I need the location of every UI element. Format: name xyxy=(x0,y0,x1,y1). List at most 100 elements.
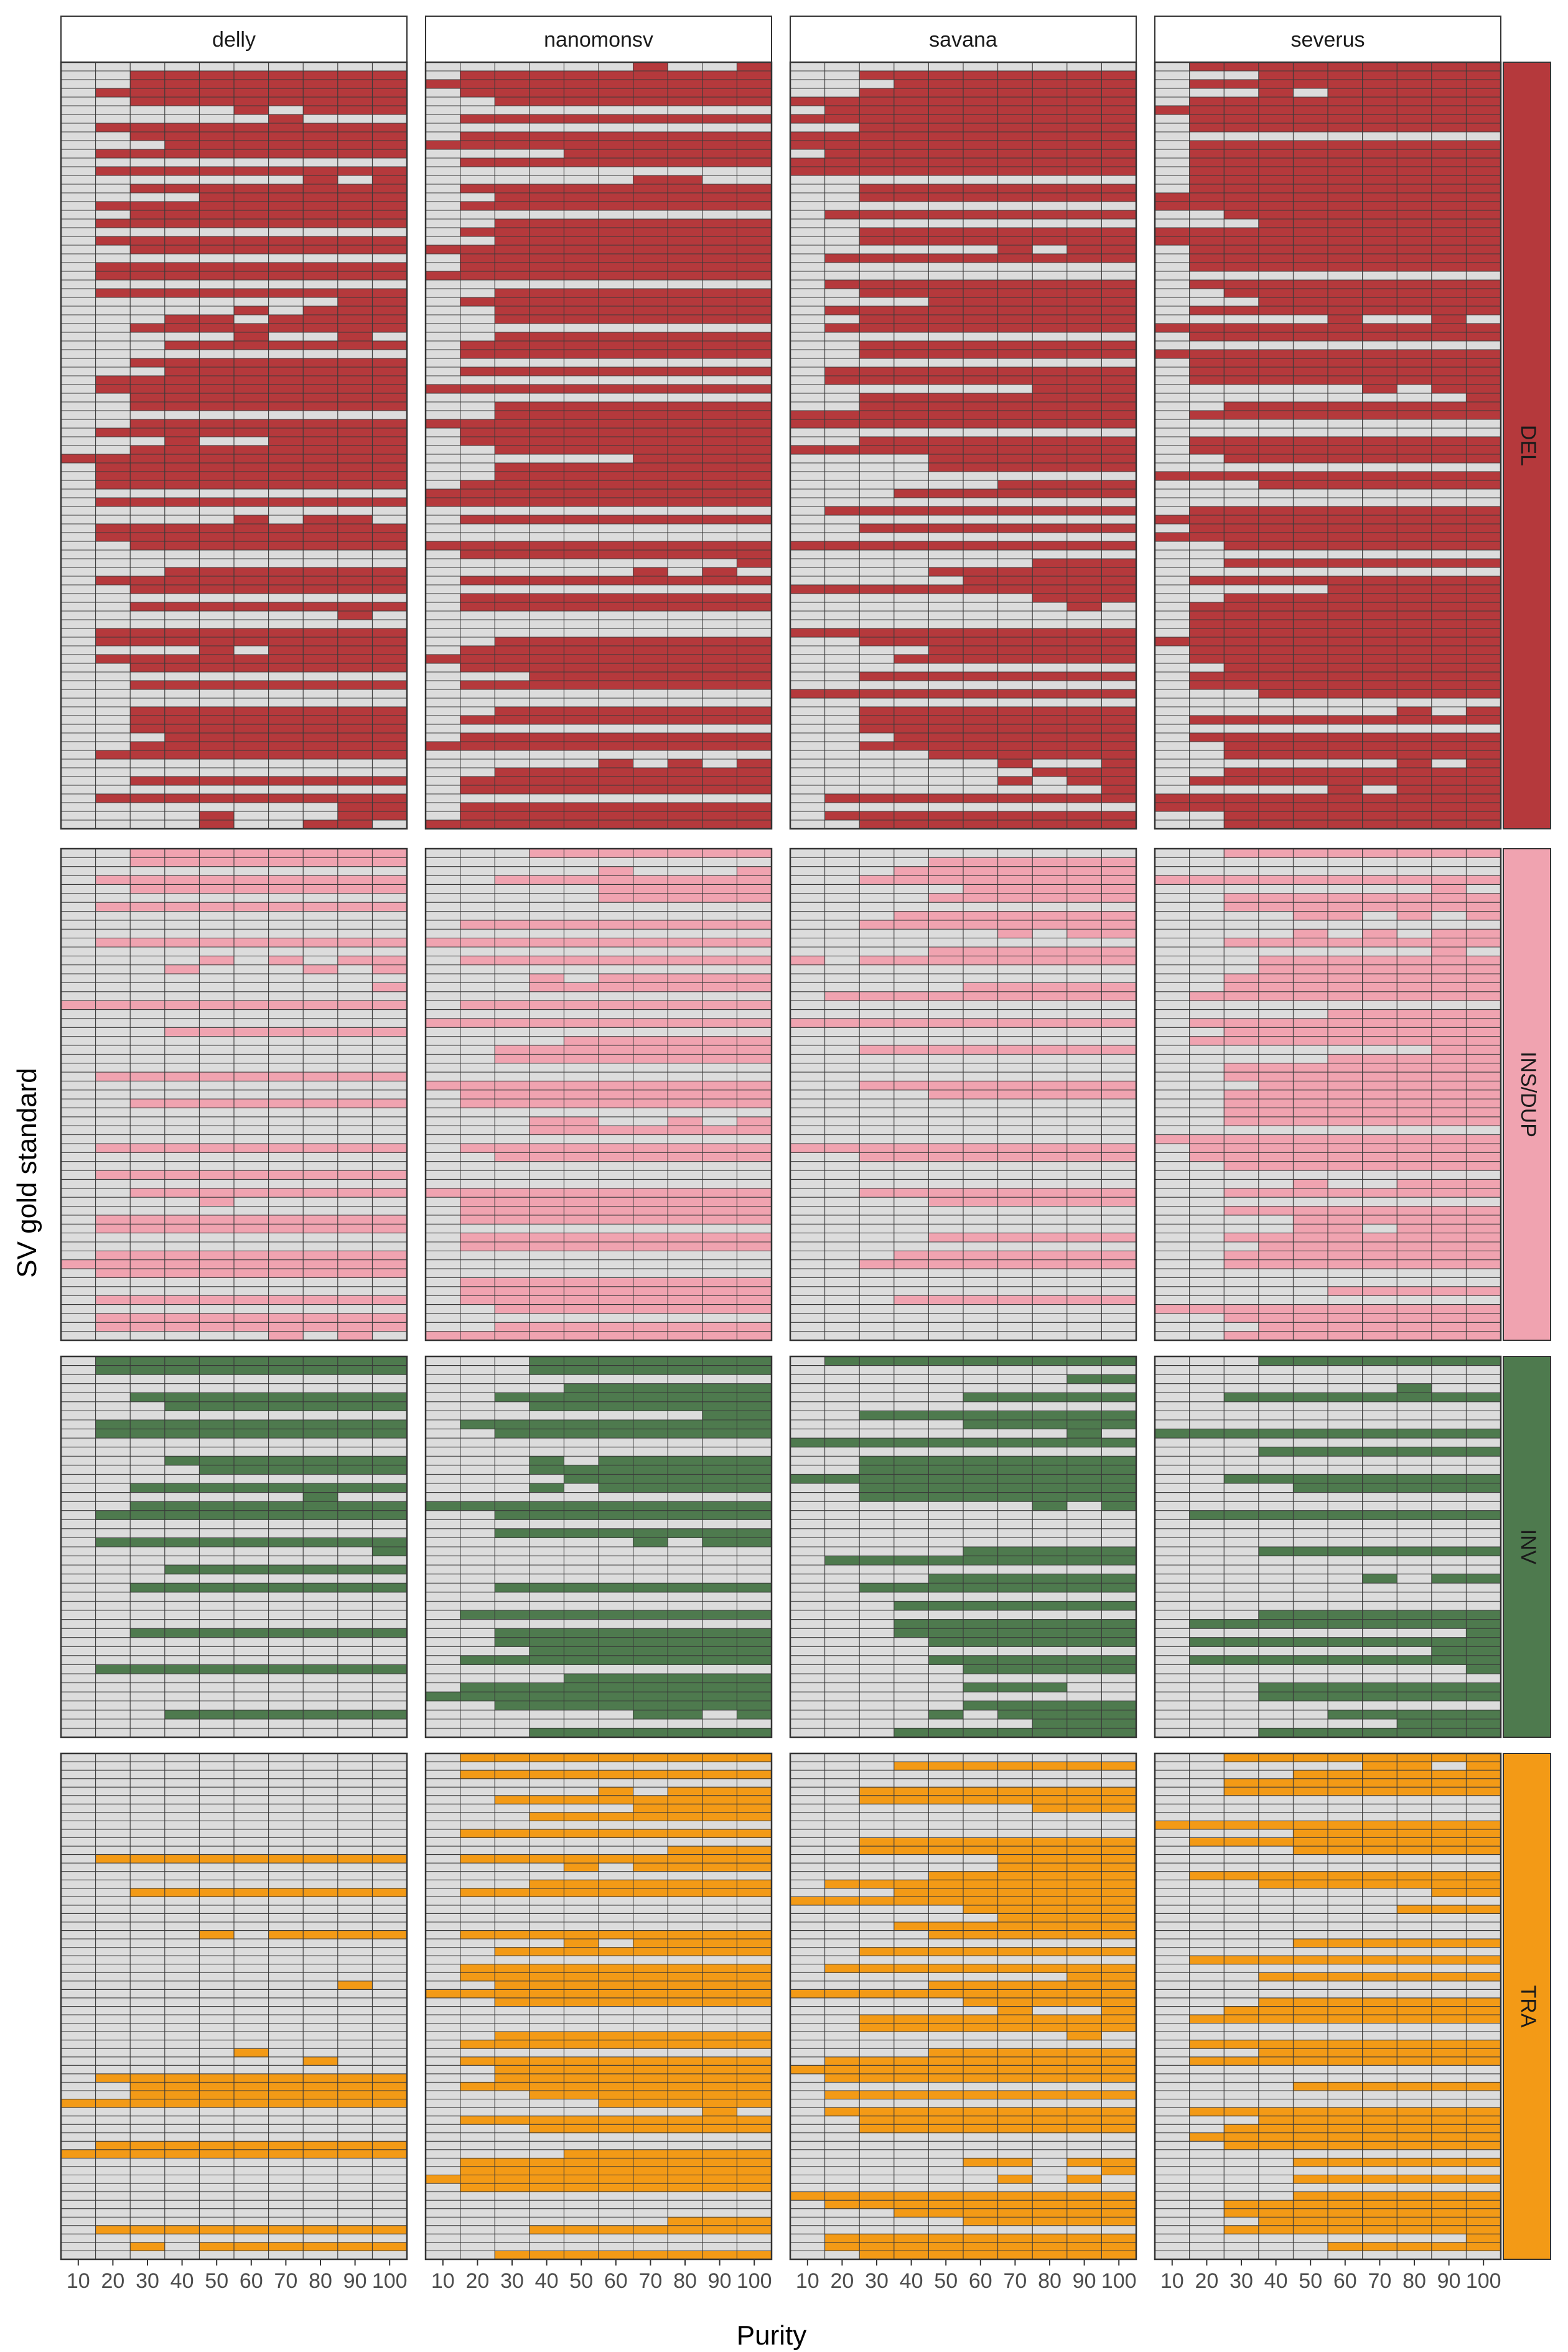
detected-cell xyxy=(1189,681,1225,690)
detected-cell xyxy=(1101,956,1137,966)
detected-cell xyxy=(1466,1313,1501,1323)
detected-cell xyxy=(1066,149,1102,159)
detected-cell xyxy=(1189,506,1225,516)
detected-cell xyxy=(564,1036,599,1046)
detected-cell xyxy=(1328,777,1363,786)
detected-cell xyxy=(1362,184,1398,194)
detected-cell xyxy=(859,306,895,315)
detected-cell xyxy=(1032,141,1068,150)
detected-cell xyxy=(95,1251,131,1261)
detected-cell xyxy=(1362,454,1398,464)
detected-cell xyxy=(894,811,929,821)
detected-cell xyxy=(337,1854,373,1864)
detected-cell xyxy=(303,1501,338,1511)
detected-cell xyxy=(234,324,269,333)
detected-cell xyxy=(1258,219,1294,228)
detected-cell xyxy=(1466,777,1501,786)
detected-cell xyxy=(460,489,495,498)
detected-cell xyxy=(894,341,929,350)
detected-cell xyxy=(1224,1152,1259,1162)
detected-cell xyxy=(1293,1322,1328,1332)
detected-cell xyxy=(303,463,338,472)
detected-cell xyxy=(95,385,131,394)
detected-cell xyxy=(303,454,338,464)
detected-cell xyxy=(668,472,703,481)
detected-cell xyxy=(372,1365,408,1375)
detected-cell xyxy=(1431,263,1467,272)
detected-cell xyxy=(702,1501,737,1511)
detected-cell xyxy=(599,681,633,690)
detected-cell xyxy=(268,1538,304,1547)
detected-cell xyxy=(1032,1501,1068,1511)
detected-cell xyxy=(1258,602,1294,612)
detected-cell xyxy=(702,463,737,472)
detected-cell xyxy=(460,956,495,966)
detected-cell xyxy=(1258,263,1294,272)
detected-cell xyxy=(1466,80,1501,89)
detected-cell xyxy=(495,1501,530,1511)
detected-cell xyxy=(164,236,200,246)
detected-cell xyxy=(564,219,599,228)
detected-cell xyxy=(460,1972,495,1982)
detected-cell xyxy=(1224,733,1259,742)
detected-cell xyxy=(495,681,530,690)
detected-cell xyxy=(702,446,737,455)
detected-cell xyxy=(1032,733,1068,742)
detected-cell xyxy=(668,184,703,194)
detected-cell xyxy=(928,672,964,681)
detected-cell xyxy=(199,849,235,858)
detected-cell xyxy=(1431,1710,1467,1720)
detected-cell xyxy=(564,1188,599,1198)
detected-cell xyxy=(130,1295,166,1305)
detected-cell xyxy=(633,1728,668,1738)
detected-cell xyxy=(997,324,1033,333)
detected-cell xyxy=(372,498,408,507)
detected-cell xyxy=(963,341,998,350)
detected-cell xyxy=(1293,228,1328,237)
detected-cell xyxy=(997,1583,1033,1593)
detected-cell xyxy=(1293,324,1328,333)
detected-cell xyxy=(564,594,599,603)
detected-cell xyxy=(702,1242,737,1251)
detected-cell xyxy=(495,1930,530,1939)
detected-cell xyxy=(702,411,737,420)
detected-cell xyxy=(130,498,166,507)
detected-cell xyxy=(1397,1483,1432,1493)
detected-cell xyxy=(1397,893,1432,903)
detected-cell xyxy=(702,768,737,777)
detected-cell xyxy=(633,550,668,559)
detected-cell xyxy=(1032,1465,1068,1475)
detected-cell xyxy=(702,289,737,298)
detected-cell xyxy=(1224,938,1259,948)
detected-cell xyxy=(426,1692,460,1702)
detected-cell xyxy=(702,88,737,98)
detected-cell xyxy=(495,1637,530,1647)
detected-cell xyxy=(1224,280,1259,289)
detected-cell xyxy=(1189,1134,1225,1144)
detected-cell xyxy=(1066,576,1102,586)
detected-cell xyxy=(95,875,131,885)
detected-cell xyxy=(495,1206,530,1216)
detected-cell xyxy=(303,524,338,533)
detected-cell xyxy=(633,245,668,254)
detected-cell xyxy=(1101,141,1137,150)
detected-cell xyxy=(164,533,200,542)
detected-cell xyxy=(564,1930,599,1939)
detected-cell xyxy=(1224,893,1259,903)
detected-cell xyxy=(668,938,703,948)
detected-cell xyxy=(1362,358,1398,368)
detected-cell xyxy=(702,1322,737,1332)
detected-cell xyxy=(1397,1356,1432,1366)
detected-cell xyxy=(1362,202,1398,211)
detected-cell xyxy=(599,777,633,786)
detected-cell xyxy=(303,367,338,376)
detected-cell xyxy=(372,2149,408,2158)
detected-cell xyxy=(859,402,895,411)
detected-cell xyxy=(1101,672,1137,681)
detected-cell xyxy=(460,1753,495,1762)
detected-cell xyxy=(1328,219,1363,228)
detected-cell xyxy=(668,114,703,124)
detected-cell xyxy=(633,681,668,690)
detected-cell xyxy=(963,306,998,315)
detected-cell xyxy=(1397,785,1432,795)
